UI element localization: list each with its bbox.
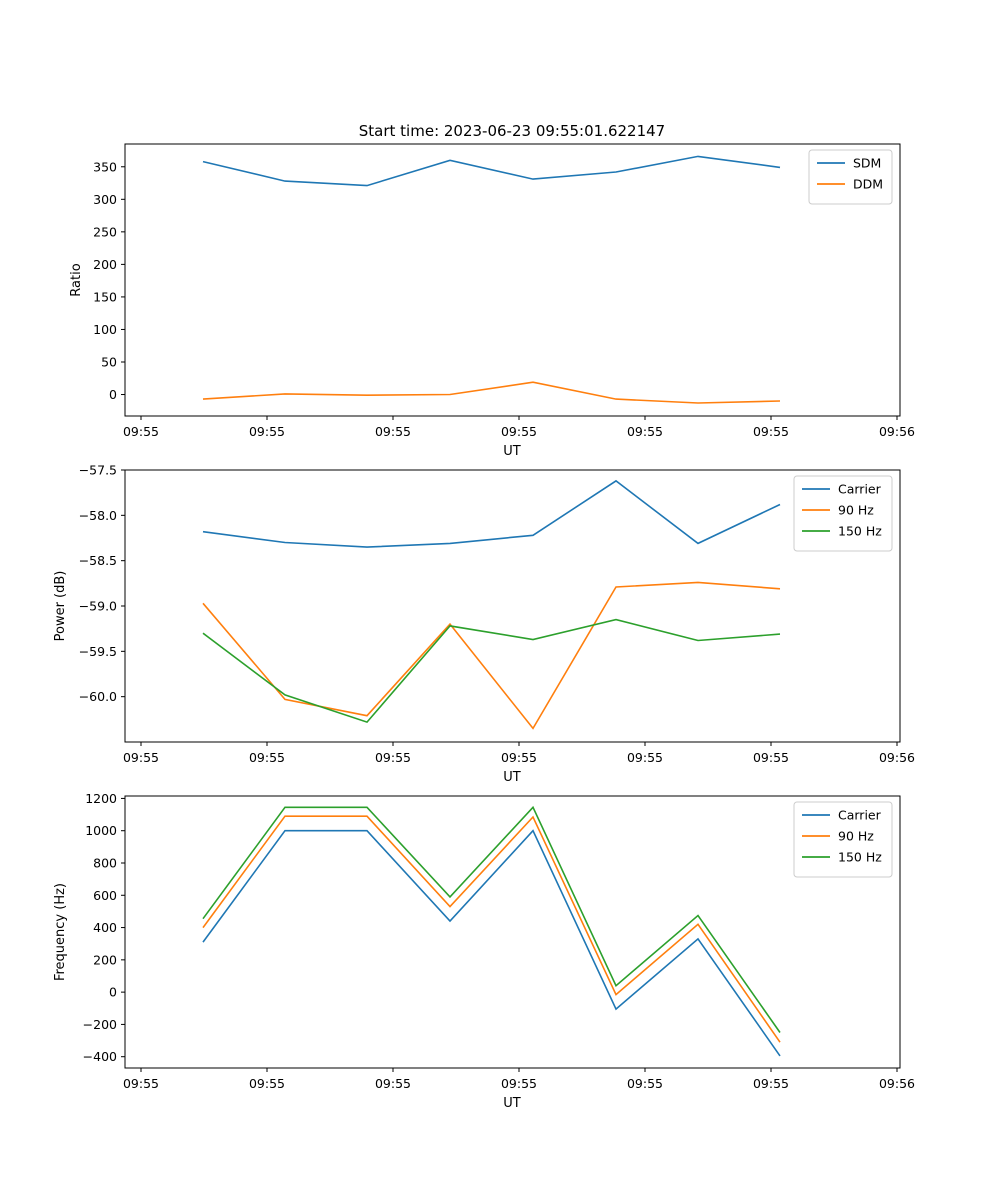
legend-label: SDM — [853, 156, 881, 171]
y-tick-label: 200 — [93, 257, 117, 272]
y-tick-label: 200 — [93, 952, 117, 967]
x-tick-label: 09:55 — [123, 1076, 159, 1091]
x-tick-label: 09:55 — [123, 424, 159, 439]
y-tick-label: 300 — [93, 192, 117, 207]
x-axis-label: UT — [503, 444, 521, 459]
y-tick-label: 0 — [109, 387, 117, 402]
x-axis-label: UT — [503, 1096, 521, 1111]
series-line-ddm — [202, 381, 781, 404]
x-tick-label: 09:56 — [879, 750, 915, 765]
y-tick-label: 250 — [93, 224, 117, 239]
y-tick-label: −57.5 — [79, 463, 117, 478]
y-tick-label: 800 — [93, 855, 117, 870]
y-tick-label: 1200 — [85, 791, 117, 806]
ratio-panel: 09:55 09:55 09:55 09:55 09:55 09:55 09:56 UT 0 50… — [69, 143, 915, 459]
x-tick-label: 09:55 — [249, 424, 285, 439]
y-tick-label: −60.0 — [79, 689, 117, 704]
y-tick-label: −59.5 — [79, 644, 117, 659]
y-tick-label: −58.0 — [79, 508, 117, 523]
legend-label: DDM — [853, 177, 883, 192]
axes-frame — [124, 795, 901, 1069]
frequency-panel: 09:55 09:55 09:55 09:55 09:55 09:55 09:56 UT −40… — [53, 791, 915, 1111]
x-axis-label: UT — [503, 770, 521, 785]
series-line-90-hz — [202, 581, 781, 730]
y-tick-label: 600 — [93, 888, 117, 903]
x-tick-label: 09:55 — [501, 750, 537, 765]
series-line-sdm — [202, 155, 781, 187]
y-tick-label: 0 — [109, 985, 117, 1000]
x-tick-label: 09:55 — [249, 750, 285, 765]
y-tick-label: 1000 — [85, 823, 117, 838]
y-tick-label: 350 — [93, 159, 117, 174]
x-tick-label: 09:55 — [627, 1076, 663, 1091]
axes-frame — [124, 143, 901, 417]
x-tick-label: 09:55 — [375, 1076, 411, 1091]
x-tick-label: 09:55 — [627, 750, 663, 765]
y-tick-label: 50 — [101, 354, 117, 369]
y-tick-label: −58.5 — [79, 553, 117, 568]
x-tick-label: 09:56 — [879, 424, 915, 439]
x-tick-label: 09:55 — [375, 750, 411, 765]
legend-box — [793, 801, 893, 878]
y-tick-label: 400 — [93, 920, 117, 935]
x-tick-label: 09:56 — [879, 1076, 915, 1091]
series-line-150-hz — [202, 805, 781, 1033]
x-tick-label: 09:55 — [249, 1076, 285, 1091]
y-axis-label: Ratio — [69, 263, 84, 296]
y-axis-label: Frequency (Hz) — [53, 883, 68, 981]
legend-label: 150 Hz — [838, 524, 882, 539]
legend-label: Carrier — [838, 808, 882, 823]
legend-label: Carrier — [838, 482, 882, 497]
series-line-carrier — [202, 479, 781, 548]
y-tick-label: −59.0 — [79, 599, 117, 614]
series-line-150-hz — [202, 618, 781, 724]
x-tick-label: 09:55 — [753, 424, 789, 439]
y-tick-label: −400 — [83, 1049, 117, 1064]
legend-label: 90 Hz — [838, 829, 874, 844]
legend-box — [793, 475, 893, 552]
x-tick-label: 09:55 — [375, 424, 411, 439]
figure-title: Start time: 2023-06-23 09:55:01.622147 — [359, 122, 665, 140]
x-tick-label: 09:55 — [501, 1076, 537, 1091]
power-panel: 09:55 09:55 09:55 09:55 09:55 09:55 09:56 UT −60… — [53, 463, 915, 786]
legend-label: 90 Hz — [838, 503, 874, 518]
legend-label: 150 Hz — [838, 850, 882, 865]
x-tick-label: 09:55 — [753, 750, 789, 765]
x-tick-label: 09:55 — [627, 424, 663, 439]
x-tick-label: 09:55 — [123, 750, 159, 765]
series-line-90-hz — [202, 815, 781, 1043]
y-axis-label: Power (dB) — [53, 571, 68, 642]
y-tick-label: 150 — [93, 289, 117, 304]
series-line-carrier — [202, 829, 781, 1057]
y-tick-label: 100 — [93, 322, 117, 337]
y-tick-label: −200 — [83, 1017, 117, 1032]
x-tick-label: 09:55 — [753, 1076, 789, 1091]
x-tick-label: 09:55 — [501, 424, 537, 439]
